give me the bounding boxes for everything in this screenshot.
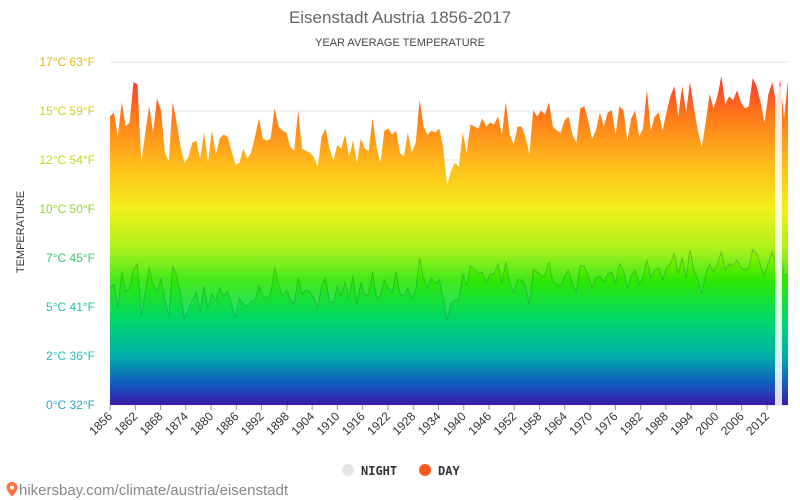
x-tick-label-10: 1916 — [339, 409, 368, 438]
x-tick-label-3: 1874 — [162, 409, 191, 438]
x-tick-label-20: 1976 — [592, 409, 621, 438]
x-tick-label-24: 2000 — [693, 409, 722, 438]
legend-item-night[interactable]: NIGHT — [342, 464, 397, 478]
day-series-area — [110, 76, 788, 406]
y-tick-label-7: 17°C 63°F — [39, 55, 95, 69]
y-axis-label: TEMPERATURE — [15, 191, 27, 273]
legend-night-marker — [342, 464, 354, 476]
x-tick-label-21: 1982 — [617, 409, 646, 438]
night-series-line — [109, 248, 789, 321]
x-tick-label-5: 1886 — [213, 409, 242, 438]
x-tick-label-23: 1994 — [667, 409, 696, 438]
y-tick-label-2: 5°C 41°F — [46, 300, 95, 314]
chart-subtitle: YEAR AVERAGE TEMPERATURE — [315, 37, 485, 49]
x-tick-label-9: 1910 — [314, 409, 343, 438]
y-tick-label-1: 2°C 36°F — [46, 349, 95, 363]
y-tick-label-5: 12°C 54°F — [39, 153, 95, 167]
source-link[interactable]: hikersbay.com/climate/austria/eisenstadt — [6, 482, 289, 499]
x-tick-label-22: 1988 — [642, 409, 671, 438]
y-tick-label-0: 0°C 32°F — [46, 398, 95, 412]
x-tick-label-4: 1880 — [187, 409, 216, 438]
series-areas — [109, 76, 789, 406]
x-tick-label-18: 1964 — [541, 409, 570, 438]
y-tick-label-4: 10°C 50°F — [39, 202, 95, 216]
x-axis-ticks: 1856186218681874188018861892189819041910… — [86, 405, 772, 438]
chart-title: Eisenstadt Austria 1856-2017 — [289, 8, 511, 27]
x-tick-label-26: 2012 — [743, 409, 772, 438]
legend-day-label: DAY — [438, 464, 460, 478]
x-tick-label-15: 1946 — [465, 409, 494, 438]
legend-night-label: NIGHT — [361, 464, 397, 478]
y-axis-ticks: 0°C 32°F 2°C 36°F 5°C 41°F 7°C 45°F 10°C 50°… — [39, 55, 95, 412]
x-tick-label-13: 1934 — [415, 409, 444, 438]
legend: NIGHT DAY — [342, 464, 460, 478]
legend-item-day[interactable]: DAY — [419, 464, 460, 478]
legend-day-marker — [419, 464, 431, 476]
map-pin-dot — [10, 485, 14, 490]
x-tick-label-25: 2006 — [718, 409, 747, 438]
x-tick-label-17: 1958 — [516, 409, 545, 438]
day-night-band — [110, 76, 788, 321]
x-tick-label-19: 1970 — [566, 409, 595, 438]
x-tick-label-2: 1868 — [137, 409, 166, 438]
hover-marker — [775, 86, 782, 405]
x-tick-label-1: 1862 — [112, 409, 141, 438]
x-tick-label-16: 1952 — [491, 409, 520, 438]
x-tick-label-0: 1856 — [86, 409, 115, 438]
x-tick-label-7: 1898 — [263, 409, 292, 438]
y-tick-label-6: 15°C 59°F — [39, 104, 95, 118]
source-url: hikersbay.com/climate/austria/eisenstadt — [19, 482, 289, 499]
x-tick-label-11: 1922 — [364, 409, 393, 438]
x-tick-label-6: 1892 — [238, 409, 267, 438]
y-tick-label-3: 7°C 45°F — [46, 251, 95, 265]
x-tick-label-14: 1940 — [440, 409, 469, 438]
x-tick-label-12: 1928 — [390, 409, 419, 438]
x-tick-label-8: 1904 — [288, 409, 317, 438]
